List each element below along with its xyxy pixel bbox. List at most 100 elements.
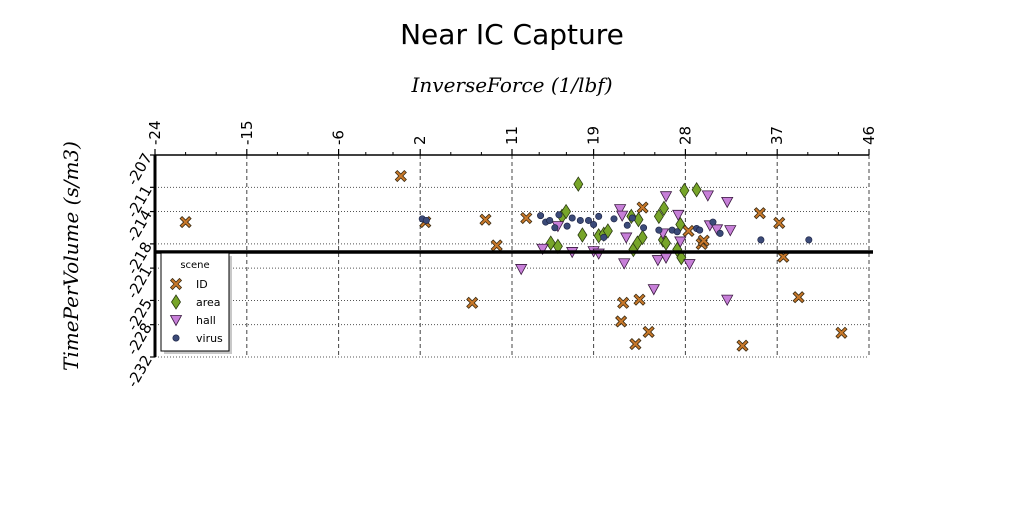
x-tick-label: -6 [330,130,348,145]
data-point-area [659,200,669,217]
data-point-area [577,227,588,243]
legend-marker-id [169,277,183,291]
data-point-hall [683,259,696,271]
legend-marker-area [171,294,181,310]
data-point-virus [546,216,554,224]
x-tick-label: 11 [503,126,521,145]
data-point-id [642,325,655,339]
data-point-virus [640,224,648,232]
data-point-virus [805,236,813,244]
x-axis-ticks: -24 -15 -6 2 11 19 28 37 46 [146,121,878,155]
data-point-hall [647,284,660,296]
data-point-area [679,182,690,199]
data-point-hall [515,264,528,276]
data-point-virus [623,221,631,229]
data-point-id [520,211,533,225]
data-point-id [633,293,646,306]
data-point-hall [710,224,724,236]
data-point-id [394,169,407,183]
data-point-virus [628,214,636,222]
data-point-hall [724,225,737,237]
y-tick-label: -232 [123,352,156,390]
data-point-id [682,224,695,238]
x-tick-label: 46 [860,126,878,145]
data-point-id [636,201,649,214]
legend-label: area [196,296,221,309]
data-point-id [629,338,642,351]
data-point-virus [716,229,724,237]
chart-title: Near IC Capture [400,18,624,51]
legend-title: scene [180,260,209,271]
legend-items: ID area hall virus [169,277,223,345]
data-point-id [753,207,766,220]
data-point-id [466,296,479,309]
axis-lines [153,154,869,357]
data-point-area [545,235,556,251]
data-point-id [615,315,628,328]
data-point-area [676,249,687,266]
legend-marker-virus [172,334,180,342]
data-point-area [653,208,664,225]
data-point-hall [651,255,665,267]
grid-lines [154,154,870,358]
data-point-virus [696,226,704,234]
data-point-virus [655,226,663,234]
data-point-id [736,339,749,352]
x-tick-label: 37 [768,126,786,145]
legend-label: hall [196,314,216,327]
data-point-id [697,234,710,247]
data-point-hall [618,258,631,270]
data-point-hall [674,236,687,248]
data-point-virus [757,236,765,244]
data-point-hall [620,232,633,244]
data-point-area [561,203,572,220]
data-point-hall [536,243,549,256]
data-point-hall [721,294,734,306]
data-point-virus [551,224,559,232]
data-point-hall [615,210,629,222]
data-point-area [661,235,671,251]
x-tick-label: 2 [411,135,429,145]
data-point-id [773,216,786,229]
data-point-virus [673,228,681,236]
data-point-id [835,326,848,339]
data-point-id [792,291,805,304]
data-point-virus [584,216,592,224]
x-tick-label: -15 [238,121,256,145]
x-tick-label: 28 [676,126,694,145]
data-point-virus [563,222,571,230]
data-point-virus [595,212,603,220]
data-point-virus [422,216,430,224]
data-point-hall [613,204,627,216]
data-point-id [479,213,492,226]
data-point-hall [659,191,673,203]
data-point-id [777,250,790,263]
data-points [179,169,848,352]
x-tick-label: -24 [146,121,164,146]
data-point-id [617,296,630,309]
data-point-id [179,215,192,229]
data-point-virus [568,214,576,222]
data-point-virus [537,212,545,220]
x-tick-label: 19 [585,126,603,145]
data-point-virus [709,218,717,226]
data-point-virus [610,215,618,223]
data-point-virus [590,220,598,228]
data-point-virus [576,216,584,224]
x-axis-title: InverseForce (1/lbf) [410,73,612,97]
data-point-area [691,182,702,198]
data-point-area [573,176,584,192]
data-point-virus [555,211,563,219]
data-point-hall [672,209,685,222]
legend-label: virus [196,332,223,345]
data-point-id [490,239,503,252]
y-axis-ticks: -207-211-214-218-221-225-228-232 [123,150,156,390]
data-point-hall [721,196,734,209]
data-point-hall [701,190,715,202]
y-axis-title: TimePerVolume (s/m3) [59,141,83,371]
data-point-virus [600,233,608,241]
legend-label: ID [196,278,208,291]
data-point-area [637,229,648,246]
legend-marker-hall [169,315,183,327]
